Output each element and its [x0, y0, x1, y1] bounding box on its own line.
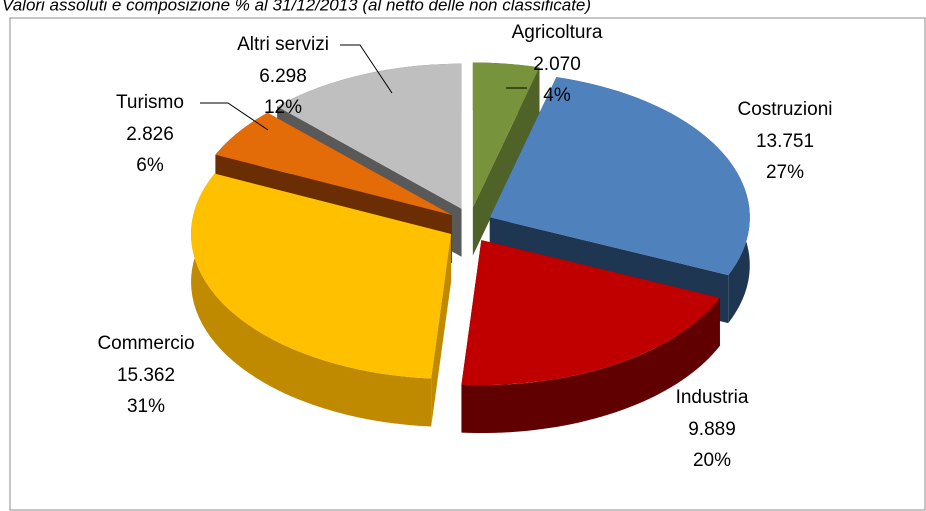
slice-label: Commercio [97, 333, 194, 354]
slice-label: Turismo [116, 92, 184, 113]
slice-side [461, 297, 720, 434]
percent-label: 31% [127, 396, 165, 417]
leader-line [200, 102, 269, 131]
slice-wall [472, 67, 540, 256]
slice-label: Costruzioni [737, 99, 832, 120]
pie-slice [191, 173, 452, 427]
value-label: 13.751 [756, 131, 814, 152]
percent-label: 4% [543, 85, 571, 106]
percent-label: 20% [693, 450, 731, 471]
slice-side [191, 173, 432, 427]
slice-top [461, 240, 720, 386]
chart-subtitle: Valori assoluti e composizione % al 31/1… [2, 0, 591, 14]
value-label: 6.298 [259, 66, 307, 87]
pie-slice [472, 62, 540, 256]
percent-label: 12% [264, 97, 302, 118]
value-label: 2.070 [533, 54, 581, 75]
slice-top [489, 77, 750, 276]
slice-top [191, 173, 452, 379]
slice-label: Altri servizi [237, 34, 329, 55]
value-label: 2.826 [126, 124, 174, 145]
slice-wall [431, 233, 452, 427]
leader-line [340, 44, 393, 94]
slice-top [472, 62, 540, 208]
slice-label: Agricoltura [512, 22, 603, 43]
slice-top [277, 63, 462, 209]
percent-label: 6% [136, 155, 164, 176]
value-label: 9.889 [688, 419, 736, 440]
value-label: 15.362 [117, 365, 175, 386]
slice-label: Industria [676, 387, 749, 408]
percent-label: 27% [766, 162, 804, 183]
pie-slice [461, 240, 720, 434]
slice-top [215, 112, 452, 215]
